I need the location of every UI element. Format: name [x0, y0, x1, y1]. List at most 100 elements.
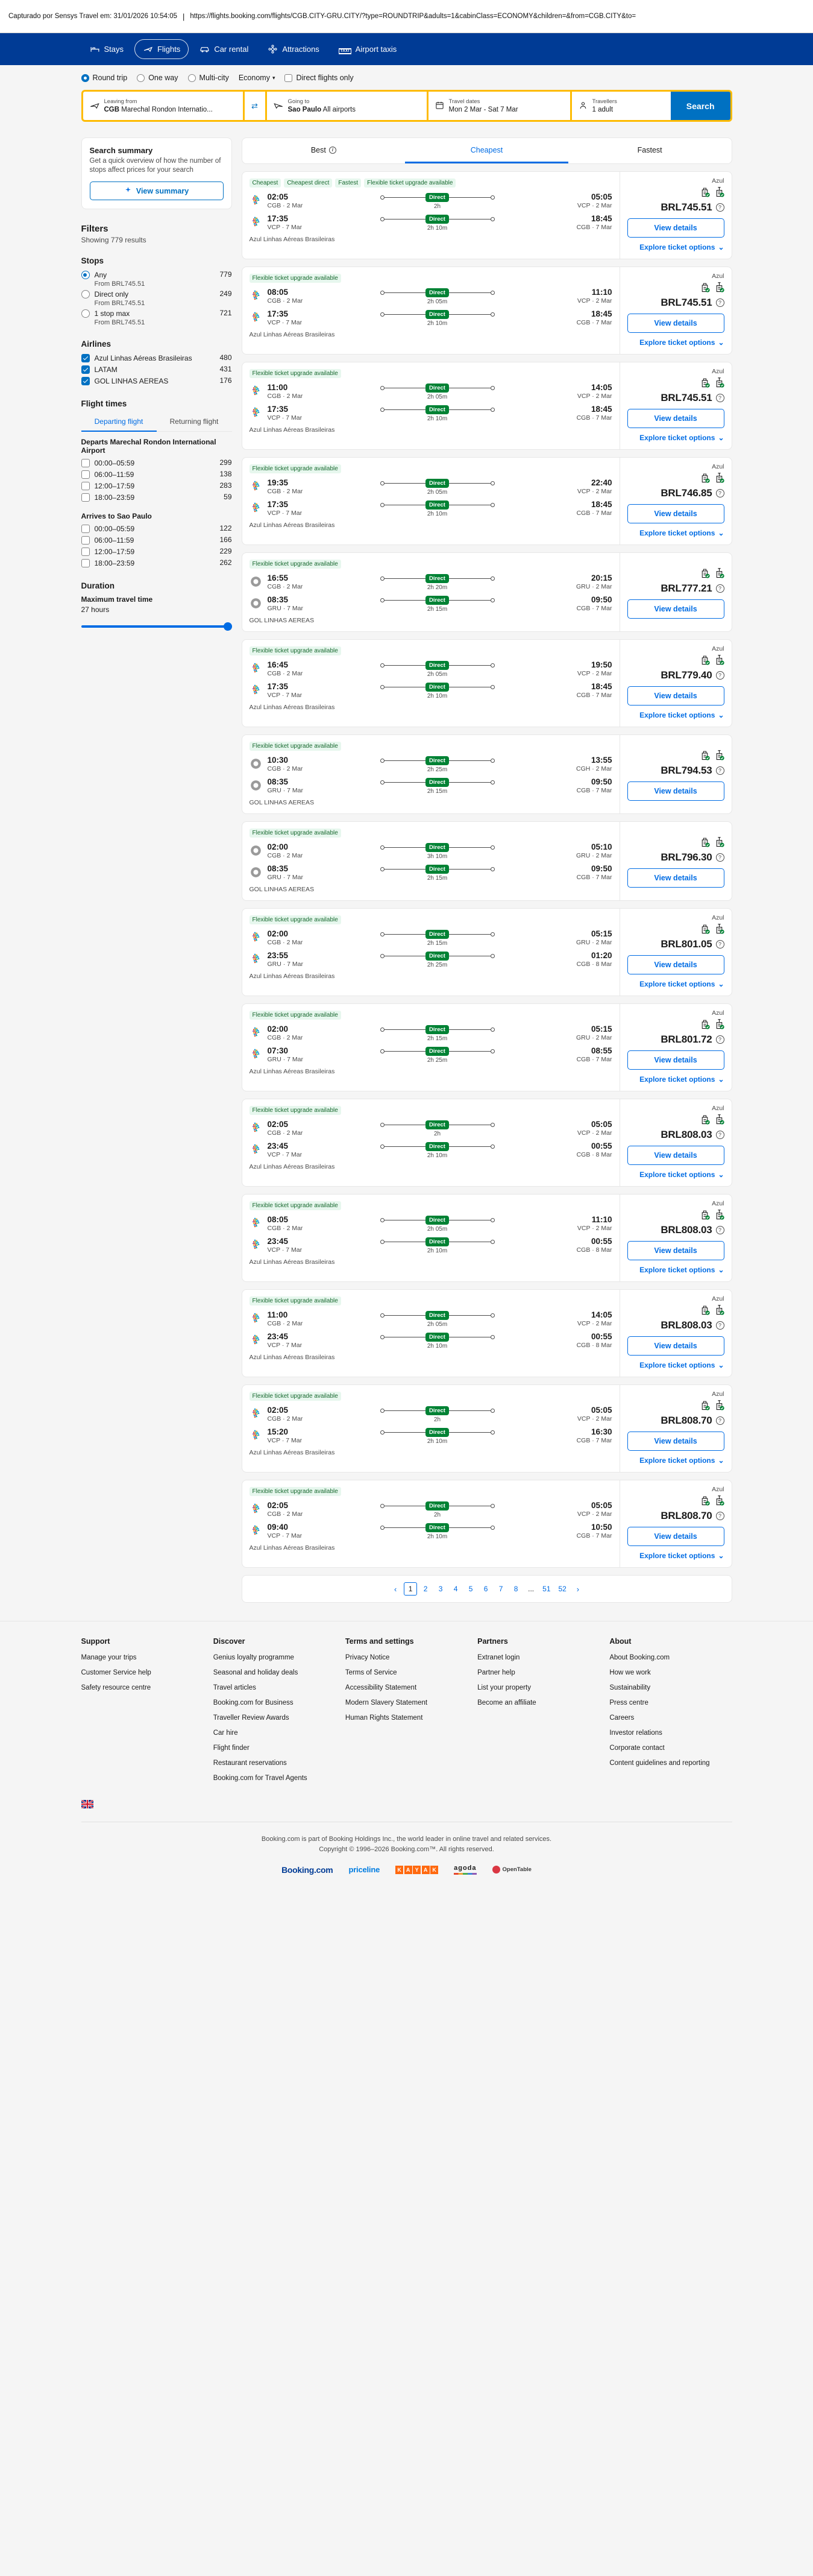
checkbox-icon[interactable] [81, 536, 90, 545]
footer-link[interactable]: Customer Service help [81, 1669, 151, 1676]
airline-option[interactable]: Azul Linhas Aéreas Brasileiras 480 [81, 353, 232, 363]
price-info-icon[interactable]: ? [715, 853, 724, 862]
nav-item-stays[interactable]: Stays [81, 39, 133, 59]
price-info-icon[interactable]: ? [715, 1416, 724, 1425]
view-details-button[interactable]: View details [627, 1241, 724, 1260]
footer-link[interactable]: Car hire [213, 1729, 238, 1737]
nav-item-airport-taxis[interactable]: TAXI Airport taxis [330, 40, 405, 58]
explore-ticket-options-link[interactable]: Explore ticket options ⌄ [639, 1361, 724, 1369]
flight-card[interactable]: Flexible ticket upgrade available 02:00 … [241, 1003, 732, 1091]
stops-option[interactable]: Any From BRL745.51 779 [81, 270, 232, 288]
checkbox-icon[interactable] [81, 525, 90, 533]
price-info-icon[interactable]: ? [715, 1512, 724, 1520]
footer-link[interactable]: Sustainability [609, 1684, 651, 1691]
explore-ticket-options-link[interactable]: Explore ticket options ⌄ [639, 1266, 724, 1274]
flight-card[interactable]: Flexible ticket upgrade available 02:00 … [241, 821, 732, 901]
pagination-page-5[interactable]: 5 [468, 1585, 473, 1593]
cabin-class-select[interactable]: Economy ▾ [239, 74, 275, 82]
radio-icon[interactable] [187, 74, 196, 82]
pagination-next[interactable]: › [576, 1584, 580, 1594]
departs-time-option[interactable]: 06:00–11:59 138 [81, 470, 232, 479]
going-to-field[interactable]: Going to Sao Paulo All airports [266, 92, 427, 120]
footer-link[interactable]: List your property [477, 1684, 531, 1691]
travellers-field[interactable]: Travellers 1 adult [571, 92, 671, 120]
footer-link[interactable]: Privacy Notice [345, 1654, 390, 1661]
trip-option-one-way[interactable]: One way [137, 74, 178, 82]
flight-card[interactable]: Flexible ticket upgrade available 16:55 … [241, 552, 732, 632]
checkbox-icon[interactable] [81, 365, 90, 374]
explore-ticket-options-link[interactable]: Explore ticket options ⌄ [639, 243, 724, 251]
pagination-page-1[interactable]: 1 [404, 1582, 418, 1596]
footer-link[interactable]: Travel articles [213, 1684, 256, 1691]
nav-item-flights[interactable]: Flights [134, 39, 189, 59]
opentable-logo[interactable]: OpenTable [492, 1866, 532, 1874]
pagination-page-6[interactable]: 6 [483, 1585, 488, 1593]
view-details-button[interactable]: View details [627, 409, 724, 428]
booking-logo[interactable]: Booking.com [281, 1864, 333, 1875]
explore-ticket-options-link[interactable]: Explore ticket options ⌄ [639, 1075, 724, 1084]
travel-dates-field[interactable]: Travel dates Mon 2 Mar - Sat 7 Mar [428, 92, 570, 120]
flight-card[interactable]: Flexible ticket upgrade available 02:05 … [241, 1099, 732, 1187]
checkbox-icon[interactable] [81, 482, 90, 490]
checkbox-icon[interactable] [81, 377, 90, 385]
footer-link[interactable]: Corporate contact [609, 1744, 665, 1752]
checkbox-icon[interactable] [81, 470, 90, 479]
view-details-button[interactable]: View details [627, 599, 724, 619]
nav-item-car-rental[interactable]: Car rental [191, 39, 257, 59]
checkbox-icon[interactable] [81, 493, 90, 502]
flight-times-tab-departing-flight[interactable]: Departing flight [81, 413, 157, 432]
radio-icon[interactable] [137, 74, 145, 82]
stops-option[interactable]: 1 stop max From BRL745.51 721 [81, 309, 232, 326]
footer-link[interactable]: Accessibility Statement [345, 1684, 417, 1691]
arrives-time-option[interactable]: 00:00–05:59 122 [81, 524, 232, 534]
flight-card[interactable]: Flexible ticket upgrade available 02:00 … [241, 908, 732, 996]
radio-icon[interactable] [81, 74, 89, 82]
explore-ticket-options-link[interactable]: Explore ticket options ⌄ [639, 1456, 724, 1465]
explore-ticket-options-link[interactable]: Explore ticket options ⌄ [639, 434, 724, 442]
language-flag-icon[interactable] [81, 1800, 93, 1808]
footer-link[interactable]: Investor relations [609, 1729, 662, 1737]
footer-link[interactable]: Seasonal and holiday deals [213, 1669, 298, 1676]
view-details-button[interactable]: View details [627, 1432, 724, 1451]
flight-card[interactable]: Flexible ticket upgrade available 16:45 … [241, 639, 732, 727]
flight-card[interactable]: Flexible ticket upgrade available 02:05 … [241, 1384, 732, 1473]
view-details-button[interactable]: View details [627, 1336, 724, 1356]
radio-icon[interactable] [81, 271, 90, 279]
radio-icon[interactable] [81, 290, 90, 298]
trip-option-round-trip[interactable]: Round trip [81, 74, 127, 82]
footer-link[interactable]: Manage your trips [81, 1654, 137, 1661]
view-details-button[interactable]: View details [627, 504, 724, 523]
view-details-button[interactable]: View details [627, 955, 724, 974]
leaving-from-field[interactable]: Leaving from CGB Marechal Rondon Interna… [83, 92, 243, 120]
duration-slider-knob[interactable] [223, 622, 232, 631]
arrives-time-option[interactable]: 18:00–23:59 262 [81, 558, 232, 568]
footer-link[interactable]: Content guidelines and reporting [609, 1760, 710, 1767]
footer-link[interactable]: Careers [609, 1714, 635, 1722]
direct-flights-only-option[interactable]: Direct flights only [284, 74, 354, 82]
explore-ticket-options-link[interactable]: Explore ticket options ⌄ [639, 529, 724, 537]
pagination-page-2[interactable]: 2 [423, 1585, 428, 1593]
flight-card[interactable]: Flexible ticket upgrade available 08:05 … [241, 1194, 732, 1282]
arrives-time-option[interactable]: 06:00–11:59 166 [81, 535, 232, 545]
flight-card[interactable]: Flexible ticket upgrade available 10:30 … [241, 734, 732, 814]
departs-time-option[interactable]: 00:00–05:59 299 [81, 458, 232, 468]
sort-tab-best[interactable]: Best i [242, 138, 406, 163]
view-details-button[interactable]: View details [627, 314, 724, 333]
price-info-icon[interactable]: ? [715, 394, 724, 402]
swap-airports-button[interactable]: ⇄ [244, 92, 265, 120]
checkbox-icon[interactable] [81, 354, 90, 362]
flight-card[interactable]: Flexible ticket upgrade available 11:00 … [241, 1289, 732, 1377]
airline-option[interactable]: GOL LINHAS AEREAS 176 [81, 376, 232, 386]
agoda-logo[interactable]: agoda [454, 1864, 477, 1875]
checkbox-icon[interactable] [81, 548, 90, 556]
checkbox-icon[interactable] [81, 559, 90, 567]
footer-link[interactable]: Terms of Service [345, 1669, 397, 1676]
view-details-button[interactable]: View details [627, 218, 724, 238]
footer-link[interactable]: Traveller Review Awards [213, 1714, 289, 1722]
footer-link[interactable]: Genius loyalty programme [213, 1654, 294, 1661]
flight-card[interactable]: Flexible ticket upgrade available 02:05 … [241, 1480, 732, 1568]
pagination-page-8[interactable]: 8 [513, 1585, 518, 1593]
search-button[interactable]: Search [670, 92, 730, 120]
explore-ticket-options-link[interactable]: Explore ticket options ⌄ [639, 1170, 724, 1179]
